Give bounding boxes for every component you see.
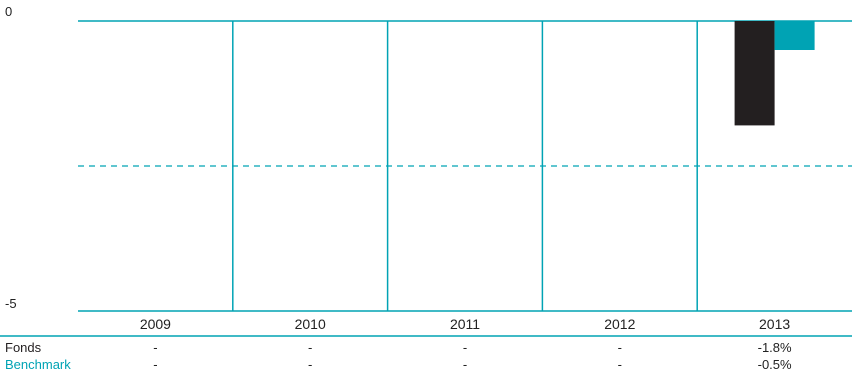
y-axis-ticks: 0 -5 <box>5 4 17 311</box>
x-tick-label: 2009 <box>140 316 171 332</box>
y-tick-label: 0 <box>5 4 12 19</box>
bar-fonds-2013 <box>734 21 775 126</box>
x-tick-label: 2010 <box>295 316 326 332</box>
table-cell: - <box>308 357 312 372</box>
table-cell: - <box>153 357 157 372</box>
table-cell: -1.8% <box>758 340 792 355</box>
table-cell: -0.5% <box>758 357 792 372</box>
table-row-label-fonds: Fonds <box>5 340 42 355</box>
table-cell: - <box>618 357 622 372</box>
table-cell: - <box>153 340 157 355</box>
bars <box>734 21 815 126</box>
y-tick-label: -5 <box>5 296 17 311</box>
x-tick-label: 2012 <box>604 316 635 332</box>
grid <box>0 20 852 337</box>
bar-benchmark-2013 <box>774 21 815 50</box>
table-row-label-benchmark: Benchmark <box>5 357 71 372</box>
table-cell: - <box>463 357 467 372</box>
x-tick-label: 2011 <box>450 316 480 332</box>
table-cell: - <box>618 340 622 355</box>
data-table: Fonds - - - - -1.8% Benchmark - - - - -0.5% <box>5 340 792 372</box>
x-axis-ticks: 2009 2010 2011 2012 2013 <box>140 316 791 332</box>
x-tick-label: 2013 <box>759 316 790 332</box>
table-cell: - <box>463 340 467 355</box>
table-cell: - <box>308 340 312 355</box>
